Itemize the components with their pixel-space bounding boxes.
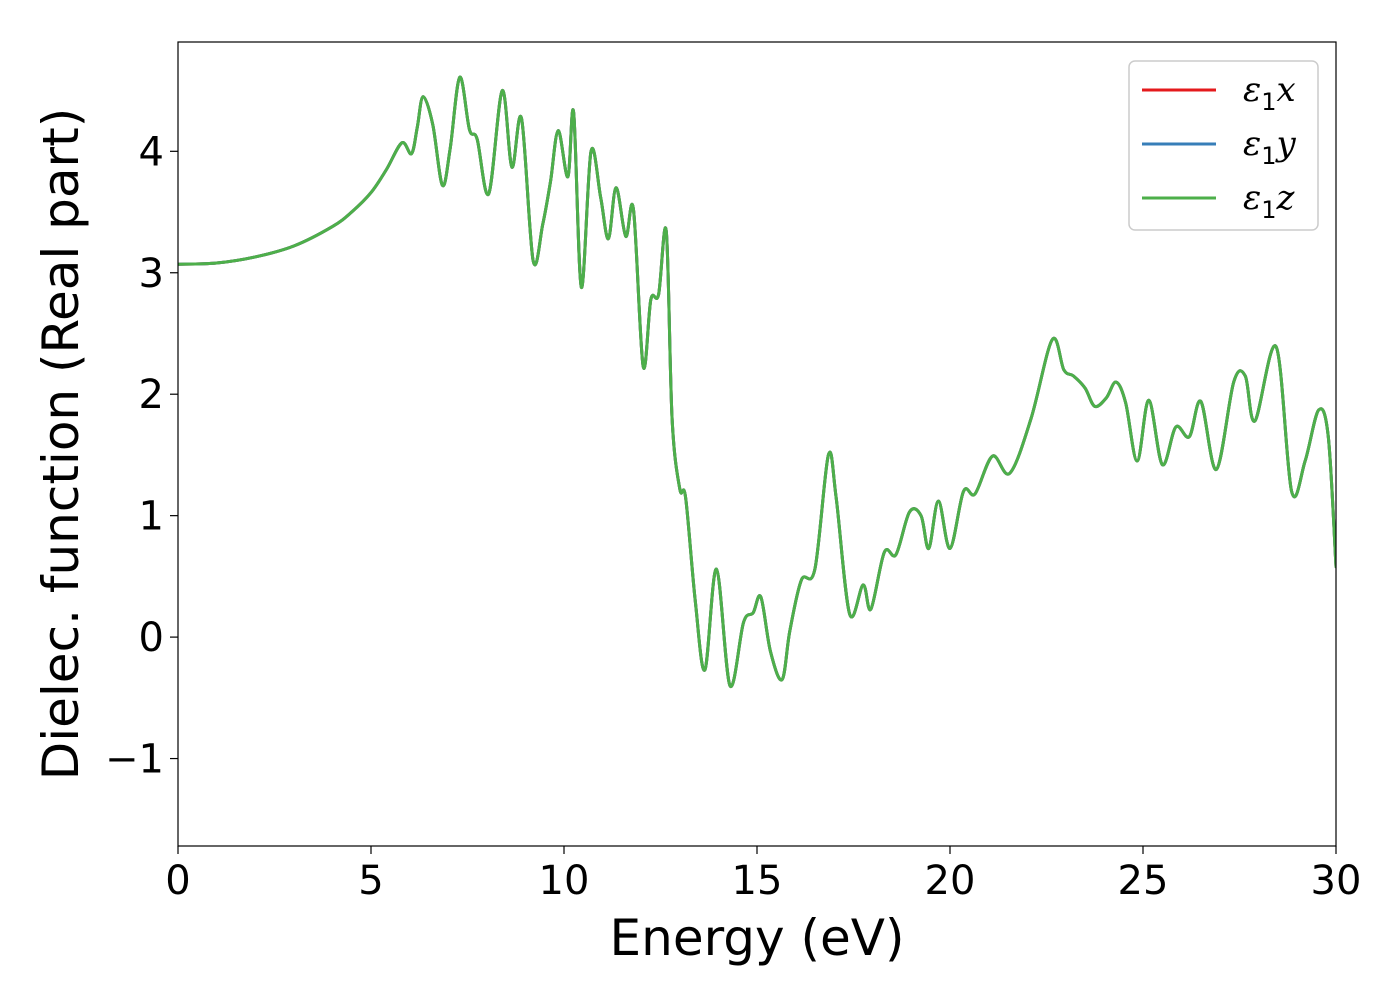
- legend-label: ε1z: [1243, 178, 1296, 224]
- x-tick-label: 30: [1311, 858, 1362, 904]
- y-tick-label: −1: [105, 737, 164, 783]
- y-tick-label: 0: [139, 615, 164, 661]
- series-layer: [178, 75, 1336, 688]
- y-axis-ticks: −1 0 1 2 3 4: [105, 129, 178, 783]
- legend-label: ε1x: [1243, 70, 1296, 116]
- legend-label: ε1y: [1243, 124, 1297, 170]
- y-tick-label: 3: [139, 251, 164, 297]
- x-tick-label: 15: [732, 858, 783, 904]
- x-tick-label: 10: [539, 858, 590, 904]
- y-tick-label: 2: [139, 372, 164, 418]
- x-axis-ticks: 0 5 10 15 20 25 30: [165, 846, 1361, 904]
- y-tick-label: 4: [139, 129, 164, 175]
- legend-box: [1128, 60, 1319, 231]
- x-tick-label: 25: [1118, 858, 1169, 904]
- x-tick-label: 20: [925, 858, 976, 904]
- x-axis-label: Energy (eV): [610, 909, 905, 967]
- x-tick-label: 5: [358, 858, 383, 904]
- x-tick-label: 0: [165, 858, 190, 904]
- y-tick-label: 1: [139, 494, 164, 540]
- y-axis-label: Dielec. function (Real part): [32, 108, 90, 780]
- legend: ε1x ε1y ε1z: [1128, 60, 1319, 231]
- series-line-3: [178, 75, 1336, 688]
- legend-items: ε1x ε1y ε1z: [1142, 70, 1297, 224]
